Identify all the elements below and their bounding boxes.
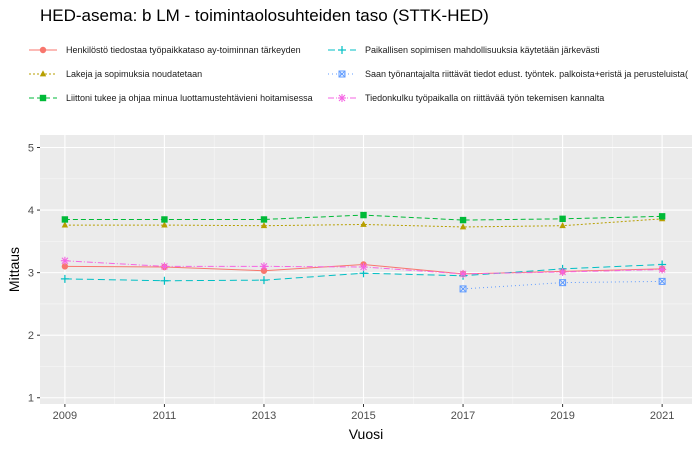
legend-label: Tiedonkulku työpaikalla on riittävää työ… — [365, 93, 605, 103]
data-point — [459, 285, 467, 293]
legend-label: Paikallisen sopimisen mahdollisuuksia kä… — [365, 45, 600, 55]
legend-label: Liittoni tukee ja ohjaa minua luottamust… — [66, 93, 313, 103]
chart-title: HED-asema: b LM - toimintaolosuhteiden t… — [40, 6, 489, 25]
data-point — [61, 216, 69, 223]
legend: Henkilöstö tiedostaa työpaikkataso ay-to… — [0, 0, 700, 120]
legend-key — [29, 46, 57, 54]
x-tick-label: 2009 — [53, 410, 77, 422]
x-tick-label: 2013 — [252, 410, 276, 422]
x-tick-label: 2015 — [351, 410, 375, 422]
data-point — [260, 222, 268, 229]
data-point — [160, 276, 169, 285]
data-point — [60, 274, 69, 283]
series-2 — [61, 215, 666, 230]
series-6 — [60, 256, 667, 278]
data-point — [559, 279, 567, 287]
data-point — [360, 211, 367, 219]
data-point — [658, 265, 667, 274]
series-3 — [61, 211, 666, 224]
legend-item: Henkilöstö tiedostaa työpaikkataso ay-to… — [28, 43, 301, 57]
data-point — [259, 262, 268, 271]
x-tick-label: 2019 — [550, 410, 574, 422]
data-point — [161, 216, 168, 223]
legend-item: Tiedonkulku työpaikalla on riittävää työ… — [327, 91, 604, 105]
y-tick-label: 4 — [28, 205, 34, 217]
data-point — [161, 221, 168, 228]
legend-item: Liittoni tukee ja ohjaa minua luottamust… — [28, 91, 313, 105]
data-point — [459, 269, 468, 278]
data-point — [359, 262, 368, 271]
data-point — [459, 223, 467, 230]
data-point — [260, 216, 268, 223]
legend-label: Saan työnantajalta riittävät tiedot edus… — [365, 69, 688, 79]
data-point — [658, 213, 666, 220]
series-5 — [459, 277, 666, 293]
legend-key-marker — [338, 46, 346, 54]
x-tick-label: 2011 — [153, 410, 177, 422]
data-point — [259, 276, 268, 285]
legend-key — [328, 94, 356, 102]
legend-key-marker — [338, 70, 346, 78]
data-point — [559, 215, 566, 223]
y-tick-label: 1 — [28, 393, 34, 405]
legend-item: Paikallisen sopimisen mahdollisuuksia kä… — [327, 43, 600, 57]
x-axis-title: Vuosi — [349, 426, 384, 442]
legend-item: Lakeja ja sopimuksia noudatetaan — [28, 67, 202, 81]
legend-key-marker — [39, 94, 47, 102]
legend-key — [328, 46, 356, 54]
y-tick-label: 2 — [28, 330, 34, 342]
x-tick-label: 2021 — [650, 410, 674, 422]
legend-label: Henkilöstö tiedostaa työpaikkataso ay-to… — [66, 45, 301, 55]
data-point — [658, 277, 666, 285]
y-tick-label: 3 — [28, 268, 34, 280]
legend-key-marker — [338, 94, 346, 102]
y-axis-title: Mittaus — [6, 247, 22, 292]
data-point — [459, 216, 467, 224]
legend-key — [29, 70, 57, 77]
data-point — [559, 222, 566, 229]
legend-key — [328, 70, 356, 78]
legend-item: Saan työnantajalta riittävät tiedot edus… — [327, 67, 688, 81]
data-point — [61, 263, 69, 270]
x-tick-label: 2017 — [451, 410, 475, 422]
data-point — [160, 262, 169, 271]
data-point — [360, 220, 367, 227]
y-tick-label: 5 — [28, 143, 34, 155]
legend-key-marker — [39, 46, 47, 54]
legend-label: Lakeja ja sopimuksia noudatetaan — [66, 69, 203, 79]
data-point — [558, 268, 567, 277]
legend-key-marker — [39, 70, 47, 77]
data-point — [61, 221, 69, 228]
legend-key — [29, 94, 57, 102]
data-point — [60, 256, 69, 265]
data-point — [260, 267, 268, 274]
